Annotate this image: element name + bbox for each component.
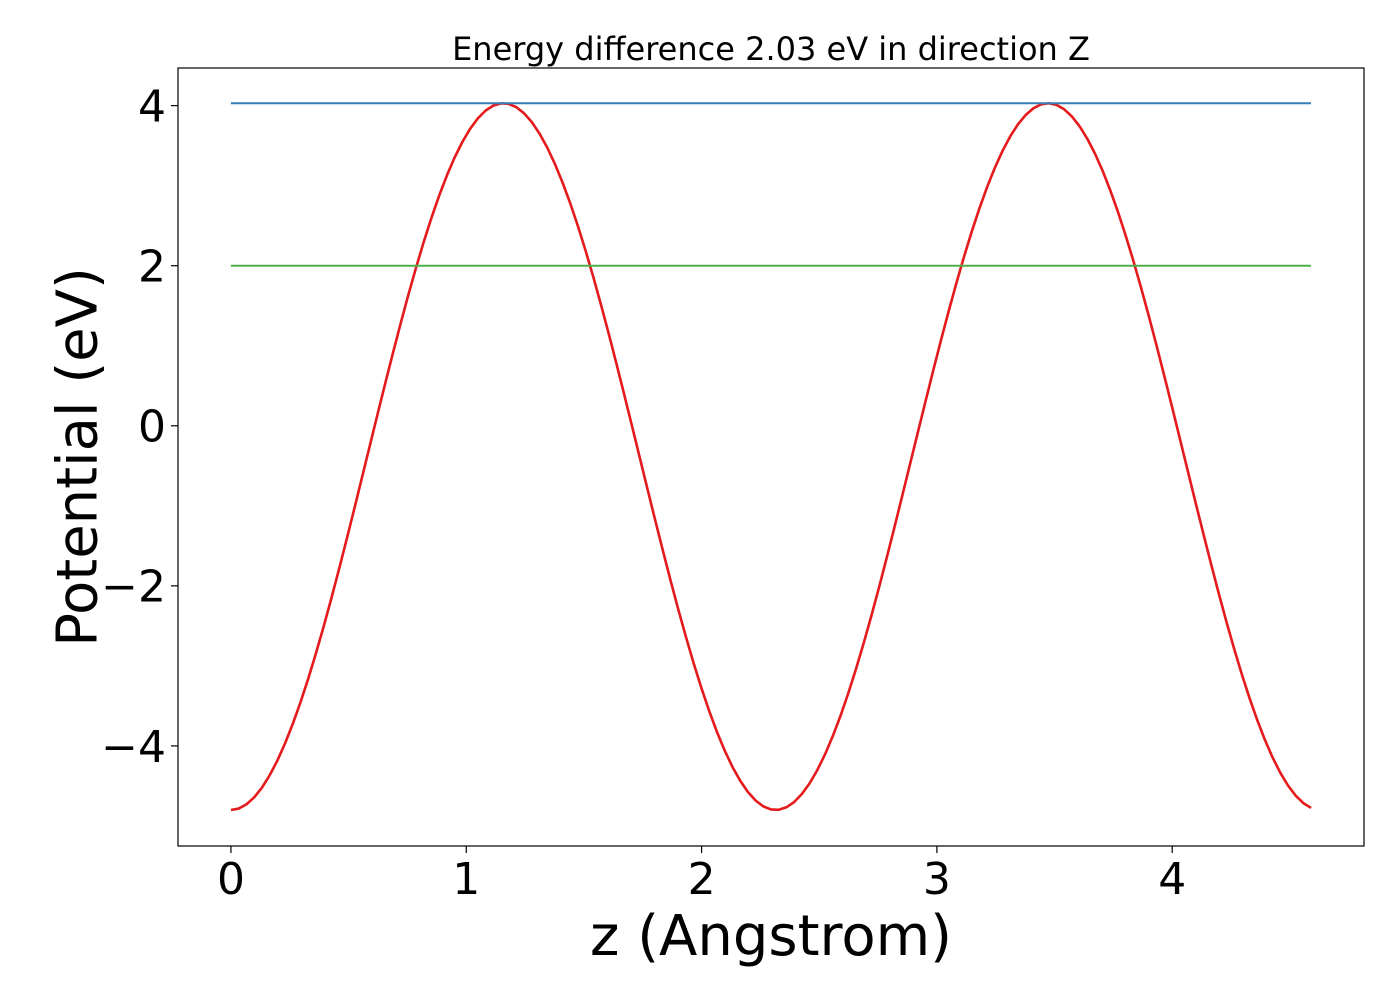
x-axis: 0 1 2 3 4 <box>217 846 1186 905</box>
x-tick-label: 3 <box>923 854 951 905</box>
y-tick-label: 2 <box>138 242 166 293</box>
y-tick-label: −4 <box>101 722 166 773</box>
chart-title: Energy difference 2.03 eV in direction Z <box>452 30 1090 68</box>
y-tick-label: 0 <box>138 402 166 453</box>
x-tick-label: 1 <box>452 854 480 905</box>
x-tick-label: 4 <box>1158 854 1186 905</box>
x-tick-label: 2 <box>688 854 716 905</box>
y-tick-label: −2 <box>101 562 166 613</box>
y-tick-label: 4 <box>138 81 166 132</box>
y-axis: −4 −2 0 2 4 <box>101 81 178 773</box>
y-axis-label: Potential (eV) <box>46 267 111 647</box>
x-axis-label: z (Angstrom) <box>590 904 952 969</box>
x-tick-label: 0 <box>217 854 245 905</box>
series-line-potential <box>230 101 1312 812</box>
plot-lines <box>230 101 1312 812</box>
plot-frame <box>177 67 1365 847</box>
